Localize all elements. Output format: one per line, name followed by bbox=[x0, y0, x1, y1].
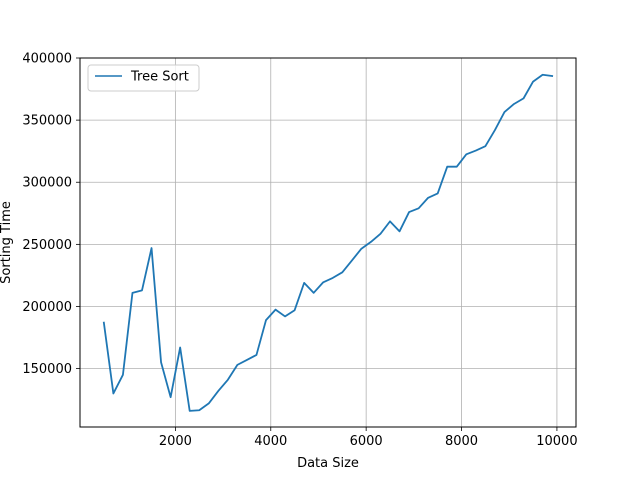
legend-box bbox=[87, 64, 200, 92]
x-axis-label: Data Size bbox=[297, 456, 359, 471]
x-tick-label: 10000 bbox=[536, 434, 577, 449]
y-axis-label: Sorting Time bbox=[0, 201, 14, 284]
series-line-tree-sort bbox=[102, 73, 554, 412]
y-tick-label: 400000 bbox=[22, 52, 72, 67]
legend-label: Tree Sort bbox=[130, 70, 189, 85]
legend: Tree Sort bbox=[87, 64, 200, 92]
plot-frame bbox=[79, 57, 577, 428]
y-tick-label: 350000 bbox=[22, 114, 72, 129]
y-axis-ticks: 150000 200000 250000 300000 350000 400000 bbox=[22, 52, 80, 377]
x-tick-label: 6000 bbox=[350, 434, 383, 449]
series-layer bbox=[102, 73, 554, 412]
y-tick-label: 150000 bbox=[22, 362, 72, 377]
x-tick-label: 4000 bbox=[254, 434, 287, 449]
x-axis-ticks: 2000 4000 6000 8000 10000 bbox=[159, 427, 578, 449]
y-tick-label: 250000 bbox=[22, 238, 72, 253]
y-tick-label: 200000 bbox=[22, 300, 72, 315]
x-tick-label: 2000 bbox=[159, 434, 192, 449]
x-tick-label: 8000 bbox=[445, 434, 478, 449]
y-tick-label: 300000 bbox=[22, 176, 72, 191]
